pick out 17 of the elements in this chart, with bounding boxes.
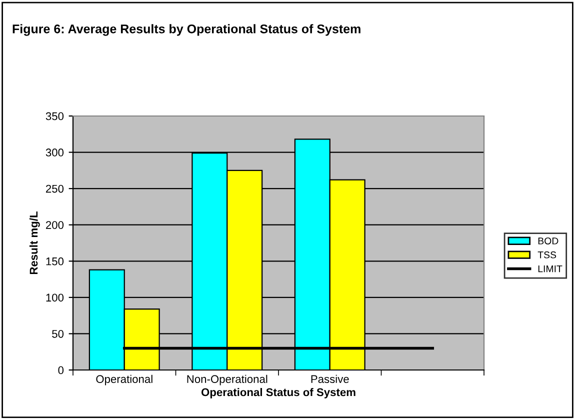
legend-label: TSS xyxy=(538,251,556,258)
chart-title: Figure 6: Average Results by Operational Status of System xyxy=(12,24,360,36)
x-tick-label: Non-Operational xyxy=(187,374,268,386)
y-tick-label: 250 xyxy=(46,184,64,193)
y-tick-label: 300 xyxy=(46,148,64,156)
x-tick-label: Passive xyxy=(311,374,349,384)
y-tick-label: 0 xyxy=(58,366,64,374)
y-tick-label: 150 xyxy=(46,257,64,266)
y-tick-label: 350 xyxy=(46,112,64,120)
y-tick-label: 50 xyxy=(52,330,64,338)
x-axis-title: Operational Status of System xyxy=(201,388,356,398)
legend-label: LIMIT xyxy=(538,265,562,272)
x-tick-label: Operational xyxy=(96,374,152,386)
y-tick-label: 100 xyxy=(46,294,64,302)
y-axis-title: Result mg/L xyxy=(29,212,40,274)
y-tick-label: 200 xyxy=(46,221,64,229)
legend-label: BOD xyxy=(538,238,558,244)
